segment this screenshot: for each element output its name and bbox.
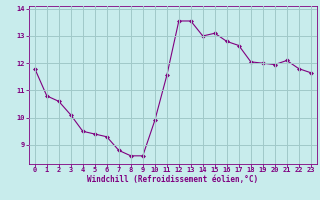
X-axis label: Windchill (Refroidissement éolien,°C): Windchill (Refroidissement éolien,°C) [87,175,258,184]
